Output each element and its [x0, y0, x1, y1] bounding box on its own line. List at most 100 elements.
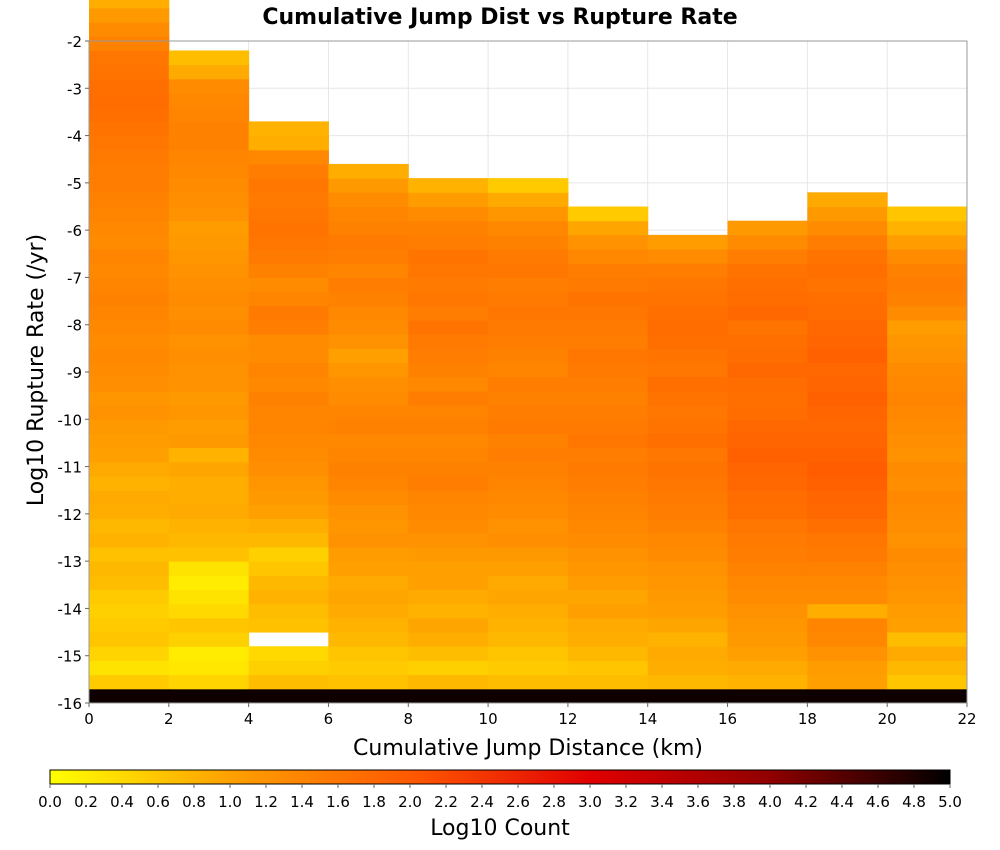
heatmap-cell	[408, 603, 489, 619]
heatmap-cell	[647, 249, 729, 264]
heatmap-cell	[328, 263, 409, 278]
heatmap-cell	[727, 334, 808, 349]
heatmap-cell	[168, 107, 250, 122]
heatmap-cell	[168, 603, 250, 619]
heatmap-cell	[168, 390, 250, 406]
heatmap-cell	[248, 433, 329, 449]
heatmap-cell	[488, 561, 569, 576]
heatmap-cell	[328, 178, 409, 193]
heatmap-cell	[647, 561, 729, 576]
heatmap-cell	[408, 674, 489, 690]
heatmap-cell	[807, 291, 888, 307]
heatmap-cell	[89, 135, 170, 151]
heatmap-cell	[168, 476, 250, 491]
heatmap-cell	[567, 376, 649, 392]
heatmap-cell	[248, 603, 329, 619]
heatmap-cell	[248, 178, 329, 193]
heatmap-cell	[89, 234, 170, 250]
heatmap-cell	[168, 589, 250, 605]
heatmap-cell	[408, 192, 489, 207]
y-tick-label: -12	[58, 506, 83, 524]
heatmap-cell	[408, 461, 489, 477]
heatmap-cell	[328, 546, 409, 562]
heatmap-cell	[647, 376, 729, 392]
heatmap-cell	[887, 419, 968, 434]
heatmap-cell	[328, 532, 409, 548]
heatmap-cell	[168, 50, 250, 66]
heatmap-cell	[89, 433, 170, 449]
heatmap-cell	[887, 476, 968, 491]
heatmap-cell	[647, 419, 729, 434]
heatmap-cell	[248, 646, 329, 661]
heatmap-cell	[168, 291, 250, 307]
heatmap-cell	[887, 206, 968, 222]
y-tick-label: -13	[58, 553, 83, 571]
colorbar-tick-label: 2.0	[398, 793, 422, 811]
heatmap-cell	[488, 390, 569, 406]
heatmap-cell	[408, 305, 489, 321]
heatmap-cell	[567, 589, 649, 605]
heatmap-cell	[89, 603, 170, 619]
heatmap-cell	[168, 575, 250, 591]
heatmap-cell	[727, 348, 808, 364]
heatmap-cell	[168, 93, 250, 108]
heatmap-cell	[89, 178, 170, 193]
heatmap-cell	[887, 376, 968, 392]
heatmap-cell	[488, 305, 569, 321]
heatmap-cell	[887, 674, 968, 690]
heatmap-cell	[328, 291, 409, 307]
heatmap-cell	[168, 234, 250, 250]
heatmap-cell	[647, 589, 729, 605]
heatmap-cell	[408, 660, 489, 676]
heatmap-cell	[567, 234, 649, 250]
heatmap-cell	[328, 405, 409, 420]
colorbar-label: Log10 Count	[430, 816, 570, 841]
heatmap-cell	[647, 546, 729, 562]
heatmap-cell	[89, 0, 170, 9]
heatmap-cell	[488, 660, 569, 676]
heatmap-cell	[727, 518, 808, 534]
heatmap-cell	[168, 121, 250, 137]
heatmap-cell	[727, 447, 808, 463]
heatmap-cell	[408, 362, 489, 378]
heatmap-cell	[727, 646, 808, 661]
heatmap-cell	[168, 362, 250, 378]
colorbar-tick-label: 4.8	[902, 793, 926, 811]
heatmap-cell	[328, 575, 409, 591]
heatmap-cell	[567, 532, 649, 548]
heatmap-cell	[887, 518, 968, 534]
heatmap-cell	[647, 632, 729, 647]
heatmap-cell	[727, 405, 808, 420]
heatmap-cell	[488, 688, 569, 704]
colorbar-tick-label: 5.0	[938, 793, 962, 811]
heatmap-cell	[807, 447, 888, 463]
heatmap-cell	[488, 220, 569, 236]
heatmap-cell	[807, 490, 888, 505]
heatmap-cell	[89, 206, 170, 222]
heatmap-cell	[408, 376, 489, 392]
heatmap-cell	[807, 419, 888, 434]
heatmap-cell	[328, 206, 409, 222]
heatmap-cell	[328, 192, 409, 207]
heatmap-cell	[647, 447, 729, 463]
heatmap-cell	[328, 376, 409, 392]
heatmap-cell	[89, 36, 170, 51]
heatmap-cell	[408, 518, 489, 534]
heatmap-cell	[807, 646, 888, 661]
heatmap-cell	[488, 461, 569, 477]
heatmap-cell	[488, 192, 569, 207]
heatmap-cell	[807, 603, 888, 619]
heatmap-cell	[408, 561, 489, 576]
heatmap-cell	[887, 688, 968, 704]
heatmap-cell	[248, 334, 329, 349]
heatmap-cell	[647, 277, 729, 293]
heatmap-cell	[89, 575, 170, 591]
colorbar-tick-label: 4.6	[866, 793, 890, 811]
heatmap-cell	[328, 561, 409, 576]
heatmap-cell	[168, 178, 250, 193]
heatmap-cell	[807, 263, 888, 278]
heatmap-cell	[89, 490, 170, 505]
heatmap-cell	[807, 660, 888, 676]
colorbar-ticks: 0.0 0.2 0.4 0.6 0.8 1.0 1.2 1.4 1.6 1.8 2.0 2.2 2.4 2…	[38, 784, 962, 811]
heatmap-cell	[488, 504, 569, 520]
